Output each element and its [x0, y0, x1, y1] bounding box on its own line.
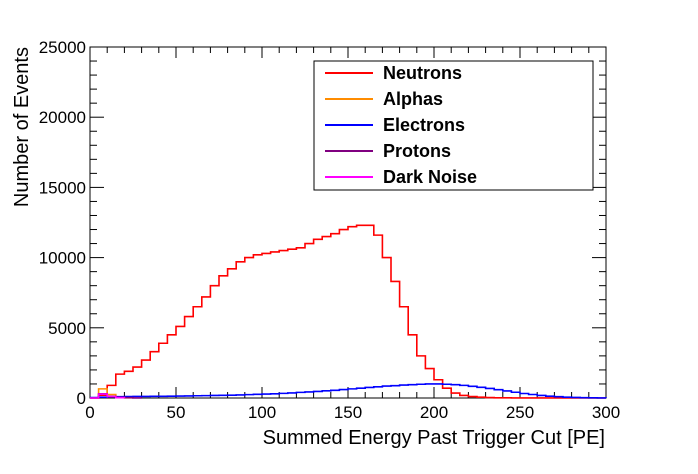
y-tick-label: 10000	[39, 249, 86, 268]
series-line-dark-noise	[90, 393, 126, 399]
x-tick-label: 300	[592, 403, 620, 422]
legend-label: Alphas	[383, 89, 443, 109]
legend-label: Dark Noise	[383, 167, 477, 187]
axis-ticks	[89, 46, 607, 399]
y-tick-label: 20000	[39, 108, 86, 127]
y-axis-title: Number of Events	[11, 47, 33, 207]
series-line-neutrons	[90, 224, 606, 399]
x-tick-label: 250	[506, 403, 534, 422]
legend-label: Protons	[383, 141, 451, 161]
x-tick-label: 200	[420, 403, 448, 422]
series-line-electrons	[90, 383, 607, 399]
x-tick-label: 0	[85, 403, 94, 422]
x-axis-title: Summed Energy Past Trigger Cut [PE]	[263, 427, 605, 449]
y-tick-label: 15000	[39, 178, 86, 197]
series-lines	[90, 224, 607, 399]
y-tick-label: 0	[77, 389, 86, 408]
legend: Neutrons Alphas Electrons Protons Dark Noise	[313, 60, 594, 191]
legend-box	[313, 60, 594, 191]
x-tick-label: 100	[248, 403, 276, 422]
y-tick-label: 5000	[48, 319, 86, 338]
tick-labels: 0 50 100 150 200 250 300 0 5000 10000 15000 20000 25…	[39, 38, 620, 422]
x-tick-label: 150	[334, 403, 362, 422]
y-tick-label: 25000	[39, 38, 86, 57]
x-tick-label: 50	[167, 403, 186, 422]
legend-label: Electrons	[383, 115, 465, 135]
legend-label: Neutrons	[383, 63, 462, 83]
